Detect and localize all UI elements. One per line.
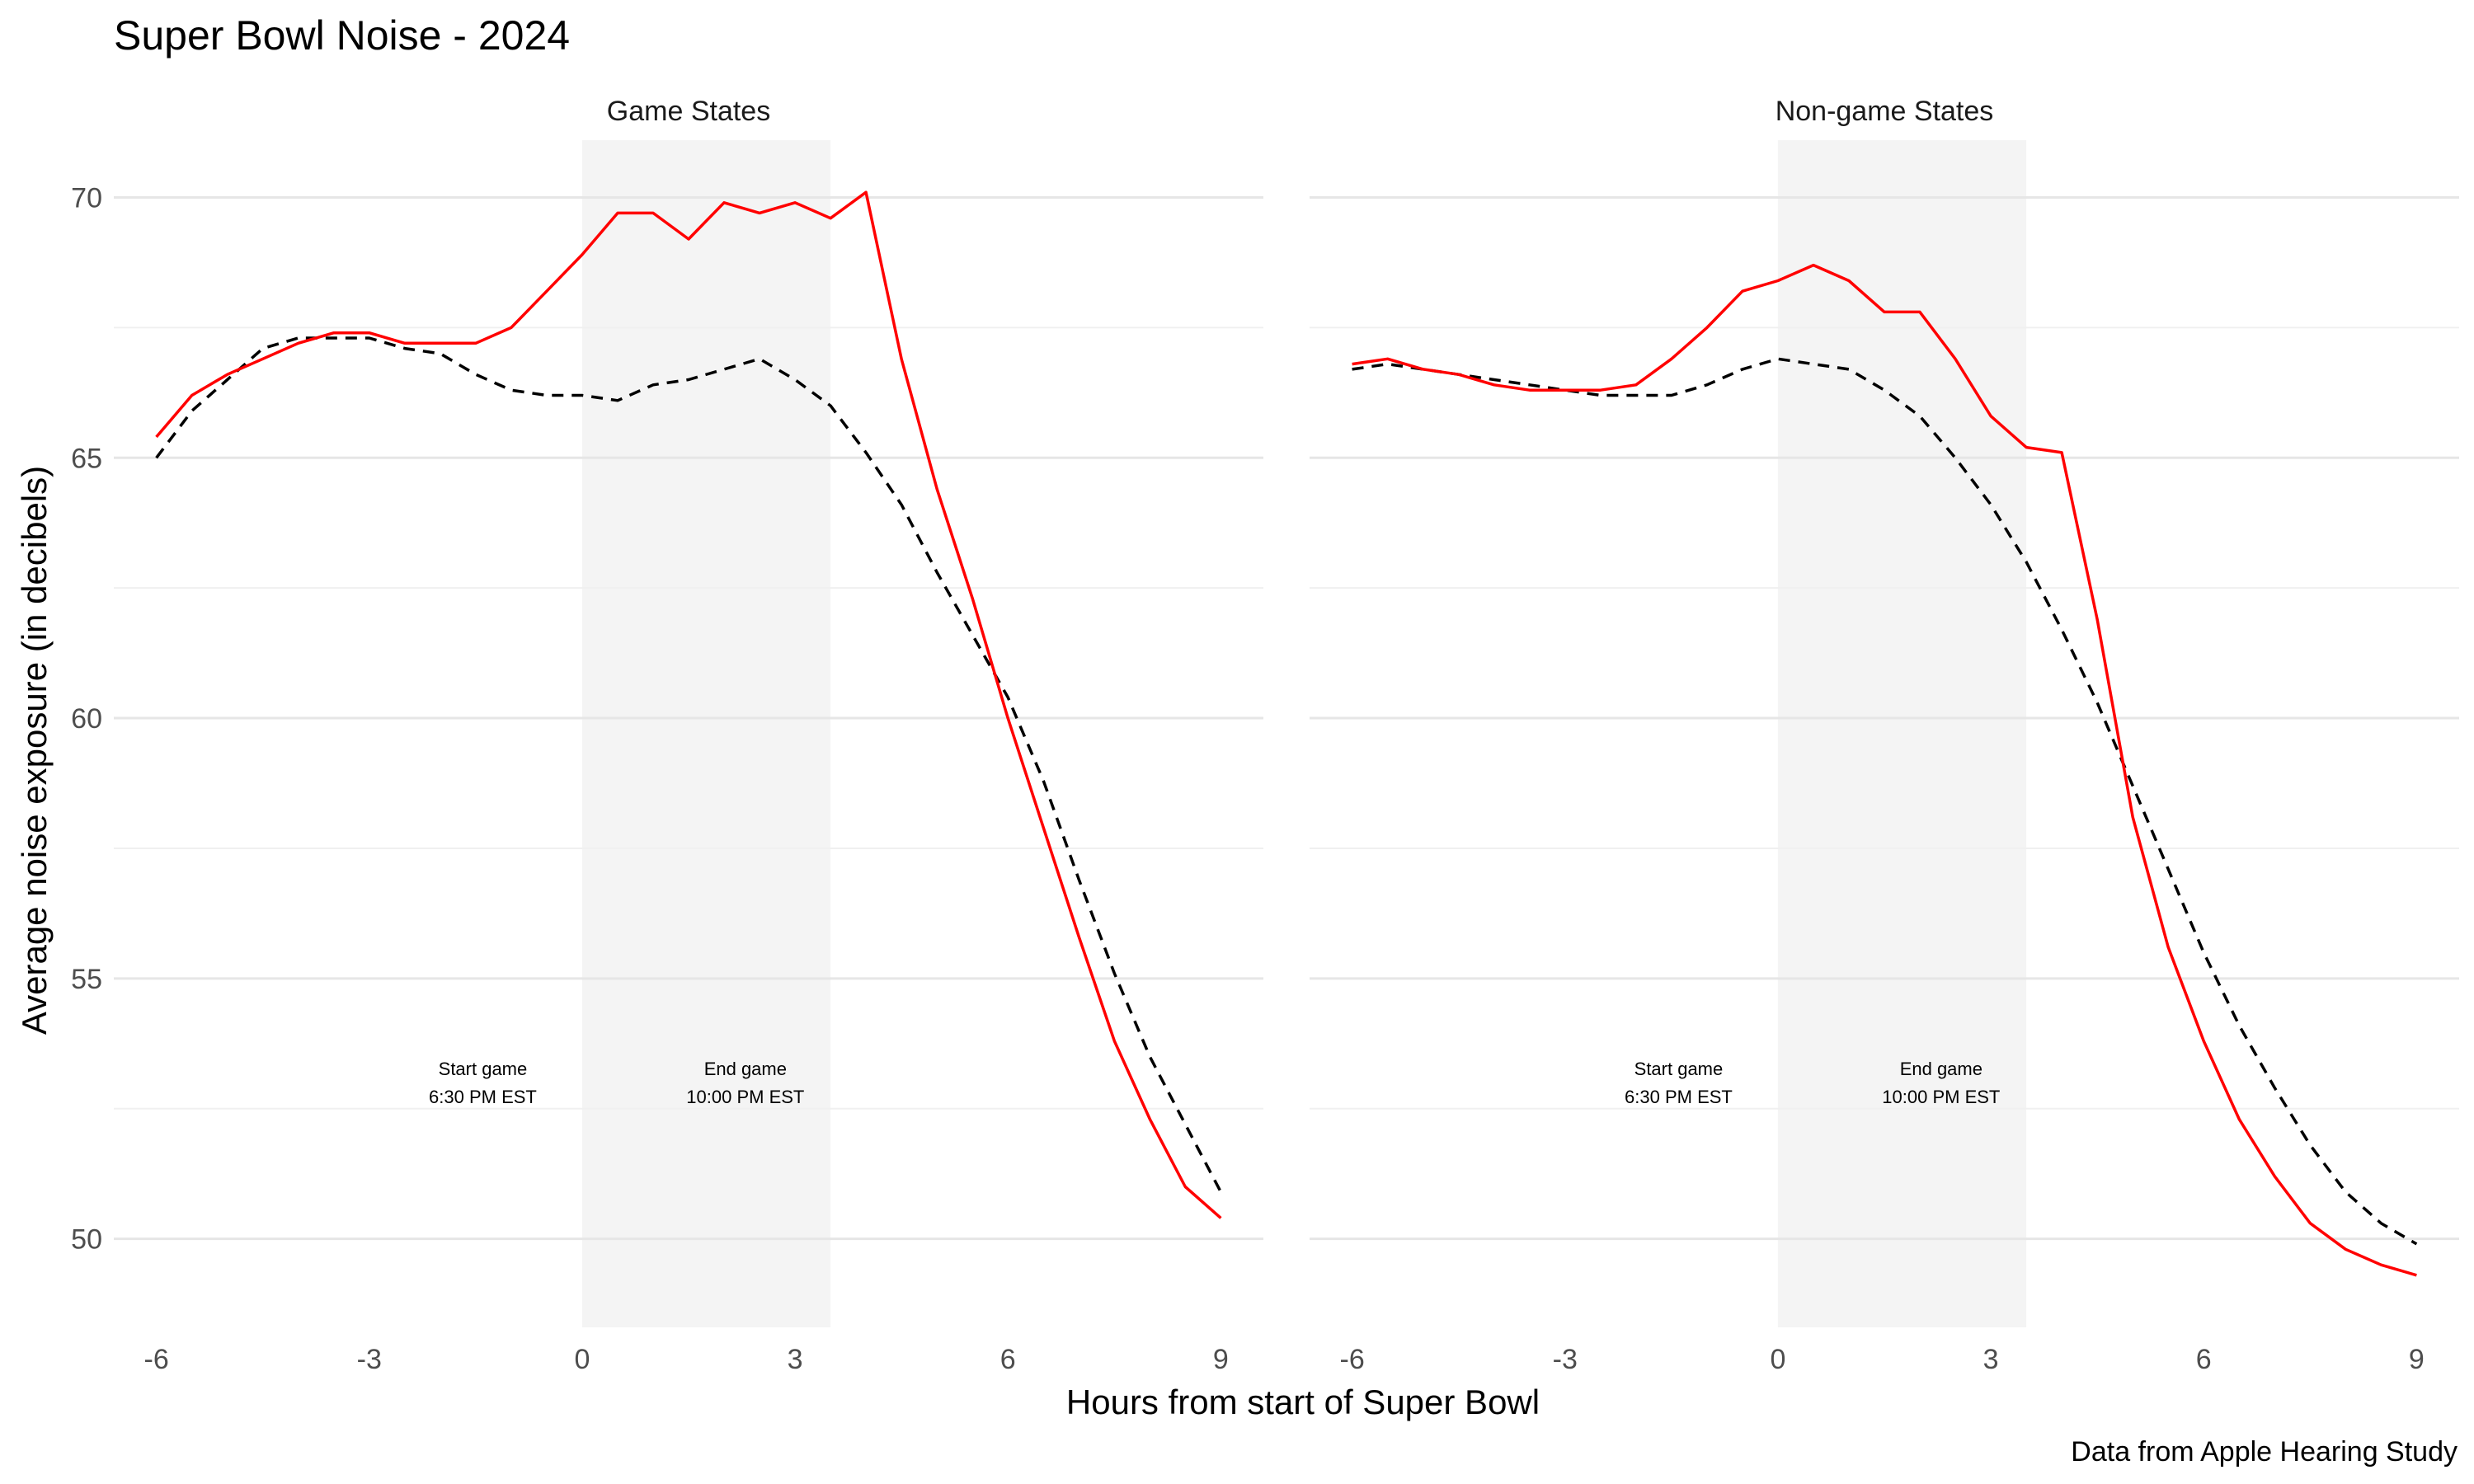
panel-game-states: Game States 50 55 60 65 70 -6 -3 0 3 6 9 Start game 6… (71, 96, 1263, 1375)
x-tick-label: -6 (144, 1344, 169, 1375)
y-tick-label: 55 (71, 964, 102, 995)
annotation-line1: Start game (1634, 1059, 1724, 1079)
series-line-solid (155, 190, 1222, 1219)
annotation-line2: 6:30 PM EST (1625, 1087, 1733, 1107)
x-tick-label: 6 (2196, 1344, 2212, 1375)
annotation-line2: 10:00 PM EST (686, 1087, 804, 1107)
x-tick-label: 6 (1000, 1344, 1016, 1375)
x-tick-label: 0 (574, 1344, 590, 1375)
annotation-line1: End game (1900, 1059, 1982, 1079)
annotation-line1: Start game (439, 1059, 528, 1079)
x-tick-label: 9 (2409, 1344, 2425, 1375)
y-tick-label: 60 (71, 703, 102, 735)
x-axis-label: Hours from start of Super Bowl (1066, 1383, 1540, 1421)
panel-title: Non-game States (1776, 96, 1994, 127)
chart-caption: Data from Apple Hearing Study (2071, 1436, 2458, 1468)
panel-title: Game States (607, 96, 770, 127)
chart-title: Super Bowl Noise - 2024 (114, 12, 570, 59)
y-axis-label: Average noise exposure (in decibels) (15, 466, 54, 1035)
series-line-dashed (155, 336, 1222, 1193)
panel-non-game-states: Non-game States -6 -3 0 3 6 9 Start game 6:30 PM… (1310, 96, 2459, 1375)
game-window-band (1777, 140, 2027, 1327)
x-tick-label: 0 (1770, 1344, 1785, 1375)
x-tick-label: -6 (1340, 1344, 1365, 1375)
x-tick-label: -3 (357, 1344, 382, 1375)
annotation-line2: 6:30 PM EST (429, 1087, 537, 1107)
x-tick-label: 9 (1213, 1344, 1229, 1375)
y-tick-label: 50 (71, 1224, 102, 1256)
y-tick-label: 65 (71, 443, 102, 474)
annotation-line1: End game (704, 1059, 787, 1079)
game-window-band (581, 140, 831, 1327)
x-tick-label: 3 (1983, 1344, 1999, 1375)
x-tick-label: 3 (788, 1344, 803, 1375)
annotation-line2: 10:00 PM EST (1882, 1087, 2000, 1107)
series-line-dashed (1352, 357, 2418, 1246)
x-tick-label: -3 (1553, 1344, 1578, 1375)
y-tick-label: 70 (71, 182, 102, 214)
series-line-solid (1352, 263, 2417, 1277)
